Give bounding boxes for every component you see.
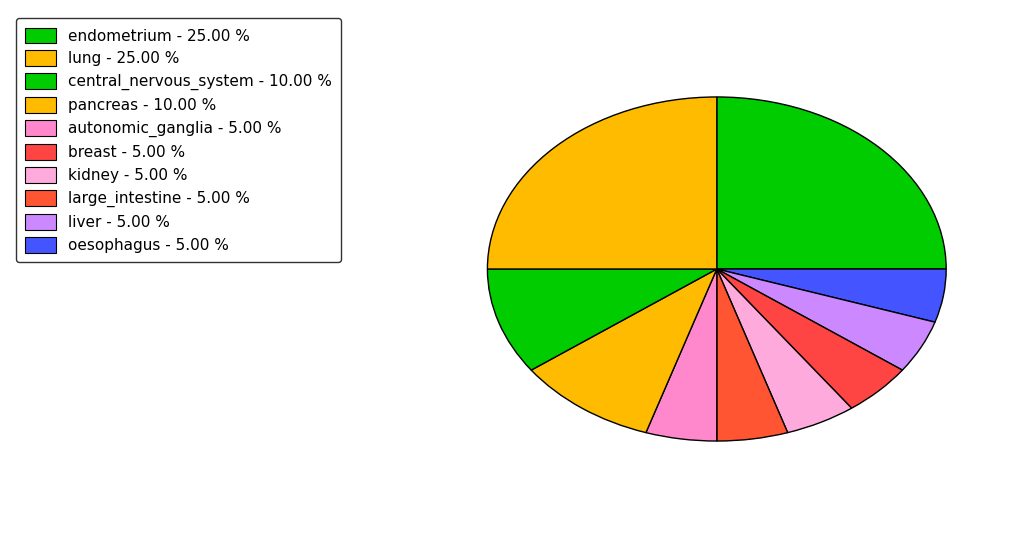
Wedge shape [717,269,935,370]
Wedge shape [531,269,717,433]
Wedge shape [717,269,946,322]
Wedge shape [717,269,787,441]
Legend: endometrium - 25.00 %, lung - 25.00 %, central_nervous_system - 10.00 %, pancrea: endometrium - 25.00 %, lung - 25.00 %, c… [16,18,341,262]
Wedge shape [717,269,902,408]
Wedge shape [717,269,852,433]
Wedge shape [717,97,946,269]
Wedge shape [487,97,717,269]
Wedge shape [646,269,717,441]
Wedge shape [487,269,717,370]
